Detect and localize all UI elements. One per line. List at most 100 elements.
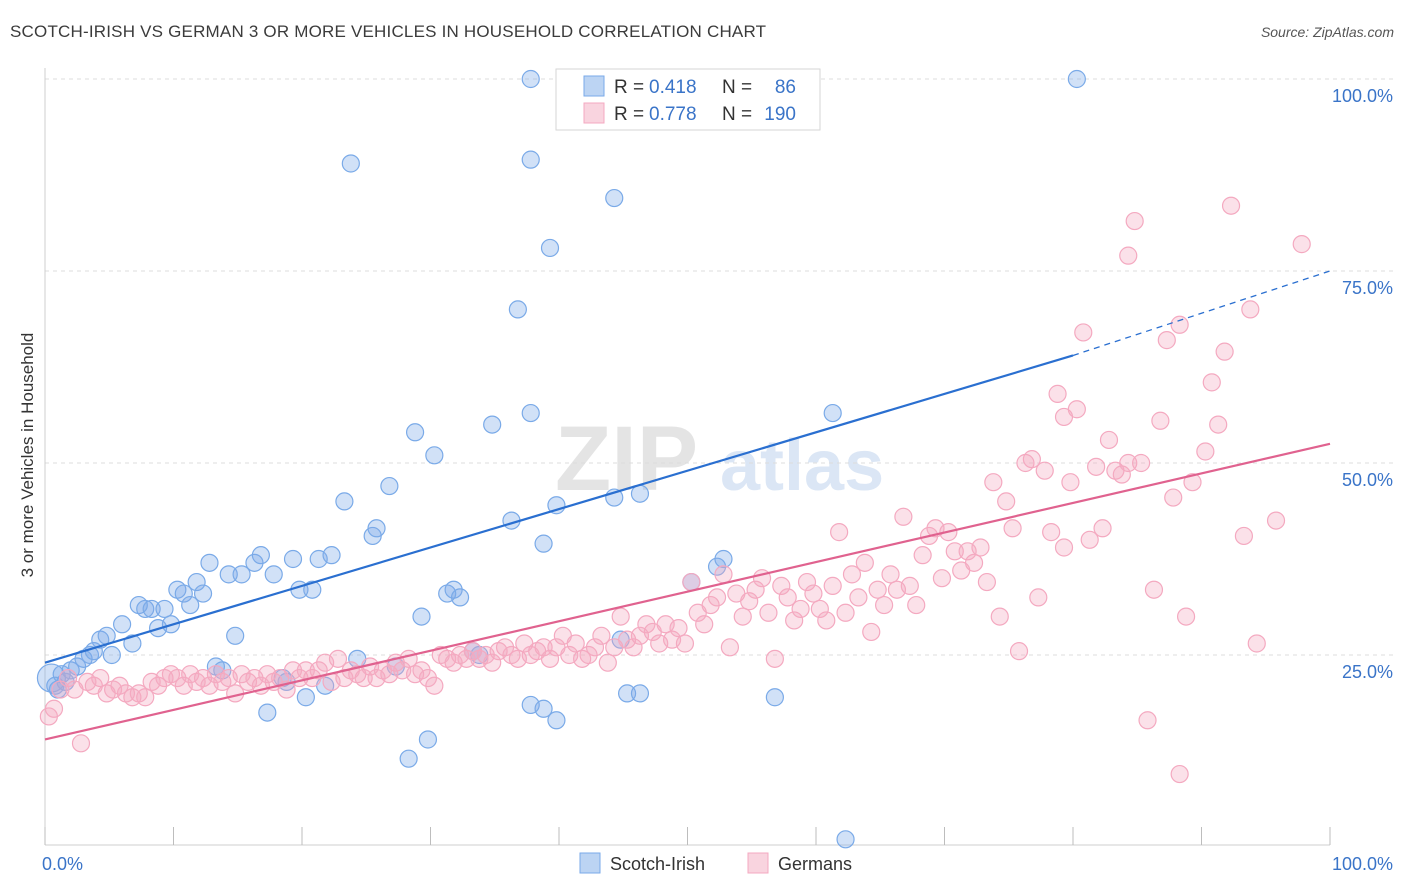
legend-r-value: 0.778 [649,104,697,125]
bottom-legend-label: Germans [778,854,852,874]
point-scotch-irish [142,599,161,619]
point-germans [830,523,849,542]
legend-r-label: R = [614,104,644,125]
point-germans [1054,538,1074,557]
point-scotch-irish [341,154,360,173]
legend-swatch [583,102,605,124]
point-scotch-irish [200,553,219,572]
point-scotch-irish [521,150,540,169]
point-germans [1119,246,1138,265]
point-germans [540,649,560,668]
point-germans [791,599,810,619]
legend-r-label: R = [614,77,644,98]
point-germans [797,572,817,592]
point-scotch-irish [618,684,637,703]
bottom-legend-swatch [579,852,601,874]
point-germans [714,565,733,584]
point-germans [849,588,868,607]
point-scotch-irish [112,615,132,634]
point-germans [1003,519,1022,538]
bottom-legend-label: Scotch-Irish [610,854,705,874]
point-germans [1209,415,1228,434]
point-scotch-irish [283,549,303,569]
point-scotch-irish [226,626,245,645]
point-germans [328,649,348,668]
legend-n-label: N = [722,104,752,125]
point-germans [1009,642,1029,661]
point-germans [1112,465,1131,484]
point-scotch-irish [508,300,527,319]
point-germans [675,634,695,653]
point-germans [817,611,836,630]
point-germans [136,688,155,707]
point-scotch-irish [540,238,560,258]
point-germans [932,569,952,588]
point-germans [1144,580,1164,599]
legend-swatch [583,75,605,97]
point-scotch-irish [219,565,238,584]
point-scotch-irish [264,565,283,584]
point-germans [862,622,881,642]
point-scotch-irish [181,595,200,615]
watermark-atlas: atlas [720,426,884,506]
point-germans [1215,342,1234,361]
point-germans [964,553,984,572]
point-germans [740,592,759,611]
y-tick-label: 50.0% [1342,470,1393,490]
point-scotch-irish [605,188,624,208]
point-germans [977,572,997,592]
point-germans [1241,300,1260,319]
point-germans [746,580,765,599]
point-scotch-irish [418,730,438,749]
point-germans [611,607,630,626]
point-germans [1022,450,1041,469]
point-germans [354,668,373,688]
point-scotch-irish [534,699,553,718]
point-germans [894,507,913,526]
point-germans [566,634,585,653]
point-scotch-irish [521,403,540,423]
point-germans [804,584,823,603]
point-scotch-irish [335,492,354,511]
point-germans [59,668,78,688]
point-scotch-irish [823,403,842,423]
point-scotch-irish [123,634,142,653]
point-germans [44,699,64,718]
point-germans [1292,235,1311,254]
legend-n-value: 190 [764,104,796,125]
point-scotch-irish [367,519,386,538]
point-scotch-irish [836,830,855,849]
point-germans [1234,526,1254,546]
point-germans [810,599,829,619]
point-germans [425,676,444,695]
point-germans [1029,588,1048,607]
point-scotch-irish [483,415,502,434]
point-germans [1035,461,1054,480]
point-scotch-irish [714,549,733,569]
point-scotch-irish [425,446,444,465]
point-germans [1132,453,1151,473]
point-germans [875,595,894,615]
point-germans [855,553,874,572]
point-scotch-irish [380,476,399,496]
point-scotch-irish [174,584,193,603]
point-germans [71,734,91,753]
point-scotch-irish [521,69,540,89]
point-germans [785,611,804,630]
point-germans [682,572,701,592]
point-germans [765,649,784,668]
point-germans [842,565,862,584]
point-scotch-irish [303,580,322,599]
point-germans [733,607,752,626]
point-germans [1125,211,1144,231]
point-germans [585,638,605,657]
trendline-germans [44,442,1331,741]
point-germans [624,638,643,657]
point-germans [1157,331,1176,350]
y-tick-label: 75.0% [1342,278,1393,298]
point-germans [91,668,110,688]
point-germans [1196,442,1215,461]
point-germans [669,619,688,638]
point-germans [997,492,1016,511]
point-scotch-irish [630,684,650,703]
